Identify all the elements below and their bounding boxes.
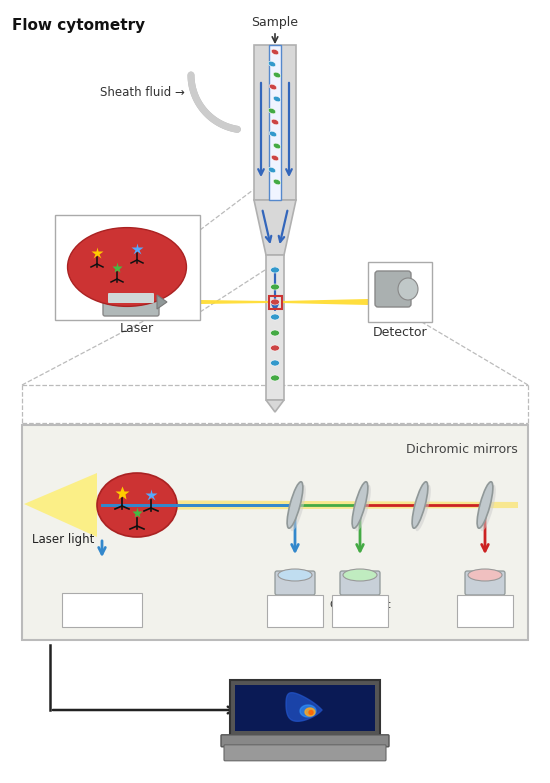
- Ellipse shape: [271, 299, 279, 305]
- Text: Red light
PMT: Red light PMT: [461, 601, 509, 622]
- Ellipse shape: [268, 168, 276, 173]
- Polygon shape: [167, 300, 269, 305]
- Ellipse shape: [271, 267, 279, 273]
- Polygon shape: [254, 45, 296, 200]
- Polygon shape: [286, 693, 322, 721]
- Text: Flow cytometry: Flow cytometry: [12, 18, 145, 33]
- Polygon shape: [97, 500, 518, 510]
- FancyBboxPatch shape: [275, 571, 315, 595]
- Polygon shape: [266, 255, 284, 400]
- Polygon shape: [157, 295, 167, 309]
- Ellipse shape: [271, 49, 279, 55]
- Text: Green light
PMT: Green light PMT: [329, 601, 390, 622]
- Ellipse shape: [271, 119, 279, 124]
- FancyBboxPatch shape: [465, 571, 505, 595]
- FancyBboxPatch shape: [230, 680, 380, 736]
- FancyBboxPatch shape: [62, 593, 142, 627]
- Text: Sample: Sample: [251, 16, 299, 29]
- Text: Dichromic mirrors: Dichromic mirrors: [406, 443, 518, 456]
- Polygon shape: [300, 705, 316, 717]
- Text: Blue light
PMT: Blue light PMT: [269, 601, 321, 622]
- Ellipse shape: [477, 482, 493, 529]
- Ellipse shape: [273, 96, 281, 102]
- Ellipse shape: [271, 375, 279, 381]
- Text: Scatter light
detector: Scatter light detector: [69, 599, 135, 621]
- Ellipse shape: [271, 345, 279, 351]
- Polygon shape: [281, 299, 368, 305]
- Ellipse shape: [287, 482, 303, 529]
- Ellipse shape: [271, 284, 279, 290]
- Ellipse shape: [268, 108, 276, 114]
- Ellipse shape: [415, 485, 431, 531]
- Ellipse shape: [271, 314, 279, 320]
- Ellipse shape: [273, 72, 281, 78]
- FancyBboxPatch shape: [267, 595, 323, 627]
- Text: Detector: Detector: [373, 326, 427, 339]
- Polygon shape: [309, 710, 313, 715]
- Polygon shape: [305, 708, 315, 716]
- Ellipse shape: [271, 360, 279, 366]
- Ellipse shape: [278, 569, 312, 581]
- FancyBboxPatch shape: [224, 745, 386, 761]
- Ellipse shape: [97, 473, 177, 537]
- Text: Sheath fluid →: Sheath fluid →: [100, 85, 185, 99]
- Ellipse shape: [398, 278, 418, 300]
- FancyBboxPatch shape: [108, 293, 154, 303]
- Text: Laser: Laser: [120, 322, 154, 335]
- Ellipse shape: [273, 179, 281, 185]
- Ellipse shape: [355, 485, 371, 531]
- FancyBboxPatch shape: [332, 595, 388, 627]
- Ellipse shape: [343, 569, 377, 581]
- Text: Laser light: Laser light: [32, 533, 95, 546]
- FancyBboxPatch shape: [22, 425, 528, 640]
- Polygon shape: [269, 45, 281, 200]
- Ellipse shape: [480, 485, 496, 531]
- Ellipse shape: [273, 143, 281, 149]
- Ellipse shape: [271, 330, 279, 336]
- FancyBboxPatch shape: [368, 262, 432, 322]
- Ellipse shape: [468, 569, 502, 581]
- FancyBboxPatch shape: [375, 271, 411, 307]
- Ellipse shape: [412, 482, 428, 529]
- FancyBboxPatch shape: [457, 595, 513, 627]
- FancyBboxPatch shape: [103, 288, 159, 316]
- FancyBboxPatch shape: [55, 215, 200, 320]
- FancyBboxPatch shape: [235, 685, 375, 731]
- Ellipse shape: [290, 485, 306, 531]
- Ellipse shape: [352, 482, 368, 529]
- FancyBboxPatch shape: [340, 571, 380, 595]
- FancyBboxPatch shape: [221, 734, 389, 747]
- Ellipse shape: [271, 155, 279, 161]
- Ellipse shape: [268, 61, 276, 67]
- Ellipse shape: [68, 228, 186, 306]
- Ellipse shape: [269, 132, 277, 137]
- Polygon shape: [266, 400, 284, 412]
- Ellipse shape: [269, 85, 277, 90]
- Polygon shape: [254, 200, 296, 255]
- Polygon shape: [24, 473, 97, 537]
